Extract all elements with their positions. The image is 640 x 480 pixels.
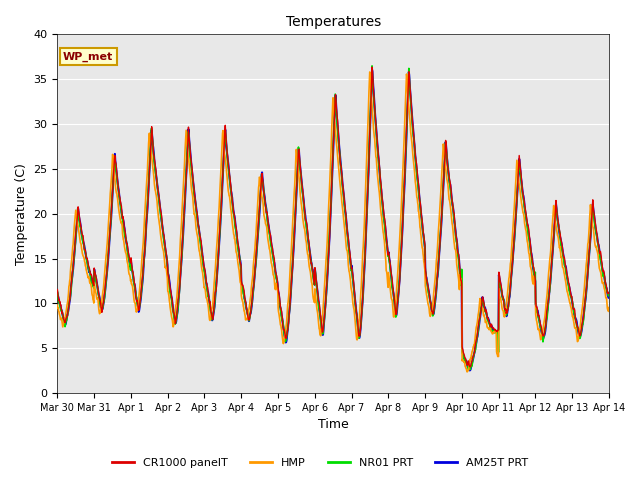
AM25T PRT	[238, 281, 246, 287]
NR01 PRT	[465, 367, 472, 373]
HMP	[54, 302, 61, 308]
NR01 PRT	[368, 63, 376, 69]
AM25T PRT	[605, 295, 612, 300]
Line: HMP: HMP	[58, 72, 609, 372]
NR01 PRT	[492, 329, 499, 335]
CR1000 panelT	[492, 327, 499, 333]
HMP	[419, 251, 427, 256]
AM25T PRT	[466, 368, 474, 373]
HMP	[176, 244, 184, 250]
AM25T PRT	[54, 290, 61, 296]
NR01 PRT	[163, 254, 170, 260]
X-axis label: Time: Time	[318, 419, 349, 432]
HMP	[163, 268, 170, 274]
HMP	[540, 319, 548, 324]
NR01 PRT	[176, 277, 184, 283]
HMP	[492, 328, 499, 334]
NR01 PRT	[54, 288, 61, 294]
Y-axis label: Temperature (C): Temperature (C)	[15, 163, 28, 264]
CR1000 panelT	[176, 279, 184, 285]
Text: WP_met: WP_met	[63, 51, 113, 62]
CR1000 panelT	[605, 289, 612, 295]
Legend: CR1000 panelT, HMP, NR01 PRT, AM25T PRT: CR1000 panelT, HMP, NR01 PRT, AM25T PRT	[107, 453, 533, 472]
CR1000 panelT	[467, 364, 474, 370]
AM25T PRT	[540, 333, 548, 339]
CR1000 panelT	[540, 332, 548, 337]
Line: NR01 PRT: NR01 PRT	[58, 66, 609, 370]
AM25T PRT	[368, 67, 376, 73]
Line: CR1000 panelT: CR1000 panelT	[58, 67, 609, 367]
AM25T PRT	[492, 328, 499, 334]
CR1000 panelT	[54, 287, 61, 292]
NR01 PRT	[419, 229, 427, 235]
NR01 PRT	[605, 292, 612, 298]
NR01 PRT	[540, 332, 548, 337]
CR1000 panelT	[238, 280, 246, 286]
AM25T PRT	[419, 230, 427, 236]
AM25T PRT	[163, 255, 170, 261]
HMP	[238, 296, 246, 301]
CR1000 panelT	[419, 227, 427, 233]
CR1000 panelT	[368, 64, 376, 70]
HMP	[605, 305, 612, 311]
HMP	[463, 369, 471, 375]
Title: Temperatures: Temperatures	[285, 15, 381, 29]
AM25T PRT	[176, 277, 184, 283]
CR1000 panelT	[163, 254, 170, 260]
Line: AM25T PRT: AM25T PRT	[58, 70, 609, 371]
NR01 PRT	[238, 281, 246, 287]
HMP	[366, 69, 374, 75]
